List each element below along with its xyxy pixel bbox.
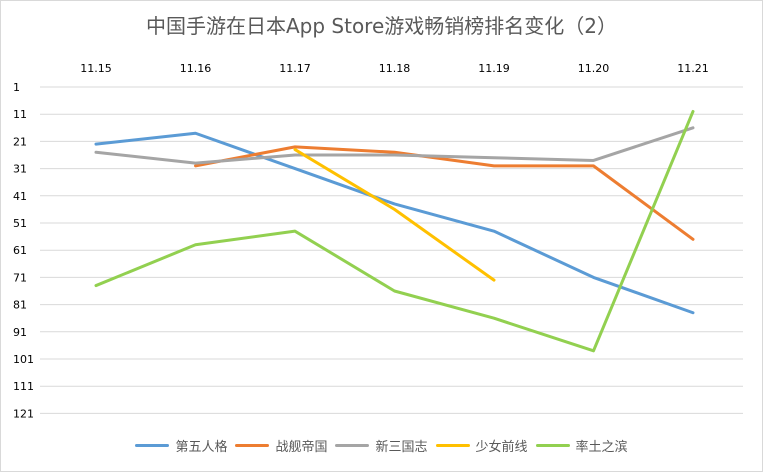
chart-title: 中国手游在日本App Store游戏畅销榜排名变化（2） [145, 14, 617, 38]
legend-item: 战舰帝国 [235, 436, 327, 455]
legend-label: 率土之滨 [575, 440, 628, 455]
series-line-4 [94, 109, 695, 353]
legend: 第五人格 战舰帝国 新三国志 少女前线 率土之滨 [0, 436, 763, 455]
y-tick-label: 71 [13, 271, 27, 284]
series-line-2 [94, 126, 695, 165]
legend-swatch [235, 444, 270, 447]
y-tick-label: 121 [13, 407, 34, 420]
legend-item: 率土之滨 [535, 436, 628, 455]
series-line-1 [194, 145, 695, 241]
series-line-0 [94, 131, 695, 315]
y-tick-label: 101 [13, 353, 34, 366]
legend-swatch [535, 444, 570, 447]
legend-label: 新三国志 [375, 440, 428, 455]
x-tick-label: 11.16 [180, 62, 212, 75]
x-tick-label: 11.19 [478, 62, 510, 75]
y-tick-label: 111 [13, 380, 34, 393]
x-tick-label: 11.18 [379, 62, 411, 75]
legend-item: 第五人格 [135, 436, 227, 455]
x-tick-label: 11.17 [279, 62, 311, 75]
legend-label: 战舰帝国 [275, 440, 328, 455]
y-tick-label: 21 [13, 135, 27, 148]
x-tick-label: 11.20 [578, 62, 610, 75]
legend-swatch [335, 444, 370, 447]
legend-item: 新三国志 [335, 436, 428, 455]
legend-item: 少女前线 [435, 436, 528, 455]
y-tick-label: 81 [13, 299, 27, 312]
y-tick-label: 91 [13, 326, 27, 339]
y-tick-label: 1 [13, 81, 20, 94]
x-tick-label: 11.15 [80, 62, 112, 75]
y-tick-label: 11 [13, 108, 27, 121]
y-tick-label: 51 [13, 217, 27, 230]
series-line-3 [293, 148, 496, 282]
y-tick-label: 61 [13, 244, 27, 257]
x-tick-label: 11.21 [677, 62, 709, 75]
legend-swatch [435, 444, 470, 447]
legend-swatch [135, 444, 170, 447]
y-tick-label: 31 [13, 163, 27, 176]
y-tick-label: 41 [13, 190, 27, 203]
legend-label: 第五人格 [175, 440, 228, 455]
legend-label: 少女前线 [475, 440, 528, 455]
